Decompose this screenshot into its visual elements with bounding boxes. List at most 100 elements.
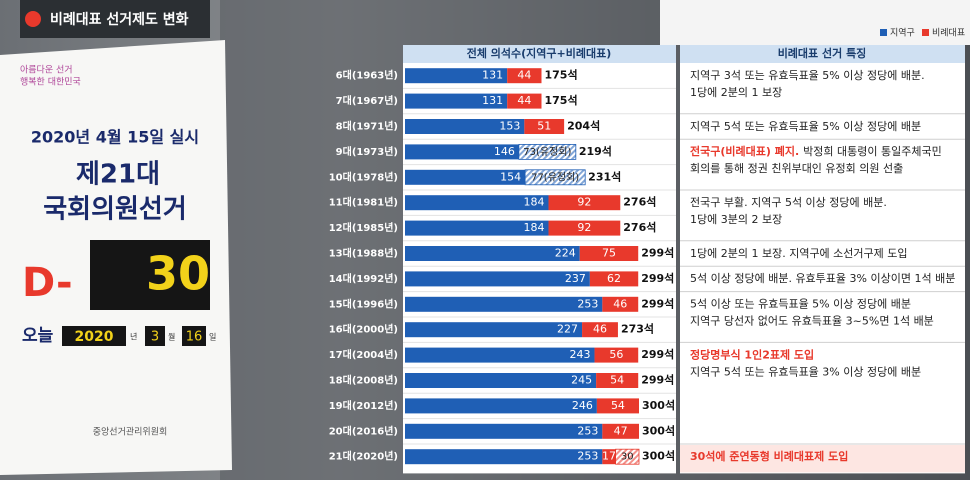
day-unit: 일: [209, 333, 216, 342]
bar-segment: [405, 68, 508, 84]
note-text: 박정희 대통령이 통일주체국민: [803, 144, 942, 158]
note-line: 지역구 3석 또는 유효득표율 5% 이상 정당에 배분.: [690, 69, 925, 82]
note-line: 전국구 부활. 지역구 5석 이상 정당에 배분.: [690, 195, 887, 209]
bar-value: 253: [577, 424, 598, 437]
note-line: 1당에 2분의 1 보장: [690, 86, 782, 99]
row-label: 13대(1988년): [329, 247, 398, 260]
today-month: 3: [151, 330, 159, 345]
bar-segment: [602, 423, 639, 439]
bar-value: 44: [517, 69, 531, 82]
day-board: [182, 326, 206, 346]
bar-value: 227: [557, 323, 578, 336]
row-label: 17대(2004년): [329, 348, 398, 361]
row-label: 8대(1971년): [336, 120, 398, 133]
election-title: 국회의원선거: [43, 195, 187, 225]
bar-segment: [579, 246, 639, 261]
total-label: 299석: [641, 246, 674, 260]
total-label: 231석: [588, 169, 621, 183]
today-year: 2020: [75, 329, 114, 345]
dday-label: D-: [22, 260, 73, 306]
bar-value: 153: [499, 120, 520, 133]
total-label: 276석: [623, 195, 656, 209]
bar-segment: [615, 448, 640, 465]
bar-value: 46: [613, 297, 627, 310]
total-label: 175석: [545, 68, 578, 82]
election-title: 제21대: [76, 160, 160, 190]
bar-value: 92: [577, 221, 591, 234]
slogan: 행복한 대한민국: [20, 76, 81, 88]
bar-value: 246: [572, 399, 593, 412]
bar-value: 184: [524, 221, 545, 234]
bar-segment: [596, 398, 639, 414]
election-date: 2020년 4월 15일 실시: [31, 128, 199, 147]
total-label: 273석: [621, 322, 654, 336]
bar-value: 77(유정회): [531, 171, 579, 183]
bar-segment: [596, 373, 639, 388]
organization: 중앙선거관리위원회: [93, 426, 168, 438]
total-label: 175석: [545, 93, 578, 107]
column-title: 전체 의석수(지역구+비례대표): [467, 46, 612, 60]
dday-board: [90, 240, 210, 310]
note-line: 지역구 5석 또는 유효득표율 5% 이상 정당에 배분: [690, 120, 921, 133]
note-highlight-bg: [680, 445, 965, 473]
bar-segment: [582, 322, 618, 338]
total-label: 300석: [642, 449, 675, 463]
bar-value: 54: [610, 374, 624, 387]
bar-segment: [548, 220, 621, 236]
bar-segment: [524, 169, 586, 186]
year-board: [62, 326, 126, 346]
bar-segment: [405, 296, 603, 312]
dday-count: 30: [146, 247, 210, 301]
bar-segment: [518, 143, 577, 160]
column-header: [680, 45, 965, 63]
total-label: 300석: [642, 423, 675, 437]
note-line: 지역구 5석 또는 유효득표율 3% 이상 정당에 배분: [690, 365, 921, 378]
bar-value: 131: [482, 69, 503, 82]
page-title: 비례대표 선거제도 변화: [50, 12, 189, 28]
note-line: 1당에 3분의 2 보장: [690, 213, 782, 226]
total-label: 276석: [623, 220, 656, 234]
row-label: 15대(1996년): [329, 297, 398, 310]
row-label: 16대(2000년): [329, 323, 398, 336]
bar-segment: [405, 220, 549, 236]
total-label: 204석: [567, 119, 600, 133]
year-unit: 년: [130, 332, 137, 342]
total-label: 300석: [642, 398, 675, 412]
bar-segment: [405, 322, 583, 338]
bar-value: 245: [571, 374, 592, 387]
slogan: 아름다운 선거: [20, 65, 73, 76]
bar-value: 62: [607, 272, 621, 285]
note-line: 1당에 2분의 1 보장. 지역구에 소선거구제 도입: [690, 247, 908, 260]
bar-value: 92: [577, 196, 591, 209]
row-label: 20대(2016년): [329, 424, 398, 437]
row-label: 10대(1978년): [329, 170, 398, 183]
bar-segment: [405, 373, 597, 388]
bar-segment: [507, 68, 542, 84]
row-label: 14대(1992년): [329, 272, 398, 285]
bar-value: 237: [565, 272, 586, 285]
today-label: 오늘: [22, 326, 54, 346]
bar-segment: [405, 144, 519, 160]
total-label: 299석: [641, 373, 674, 387]
legend-label: 지역구: [890, 28, 915, 39]
note-line: 5석 이상 정당에 배분. 유효투표율 3% 이상이면 1석 배분: [690, 272, 955, 285]
bar-value: 17: [602, 450, 616, 463]
title-box: [20, 0, 210, 38]
legend-swatch: [922, 29, 929, 36]
month-unit: 월: [168, 332, 175, 342]
bar-segment: [602, 296, 639, 312]
bar-segment: [548, 195, 621, 211]
bar-segment: [405, 347, 595, 363]
bar-value: 73(유정회): [523, 146, 571, 158]
bar-value: 253: [577, 450, 598, 463]
bar-segment: [405, 423, 603, 439]
legend-swatch: [880, 29, 887, 36]
row-label: 11대(1981년): [329, 196, 398, 209]
bar-segment: [405, 449, 603, 465]
note-highlight: 정당명부식 1인2표제 도입: [690, 347, 814, 361]
bar-value: 184: [524, 196, 545, 209]
bar-value: 131: [482, 94, 503, 107]
bar-segment: [524, 119, 565, 134]
total-label: 299석: [641, 271, 674, 285]
